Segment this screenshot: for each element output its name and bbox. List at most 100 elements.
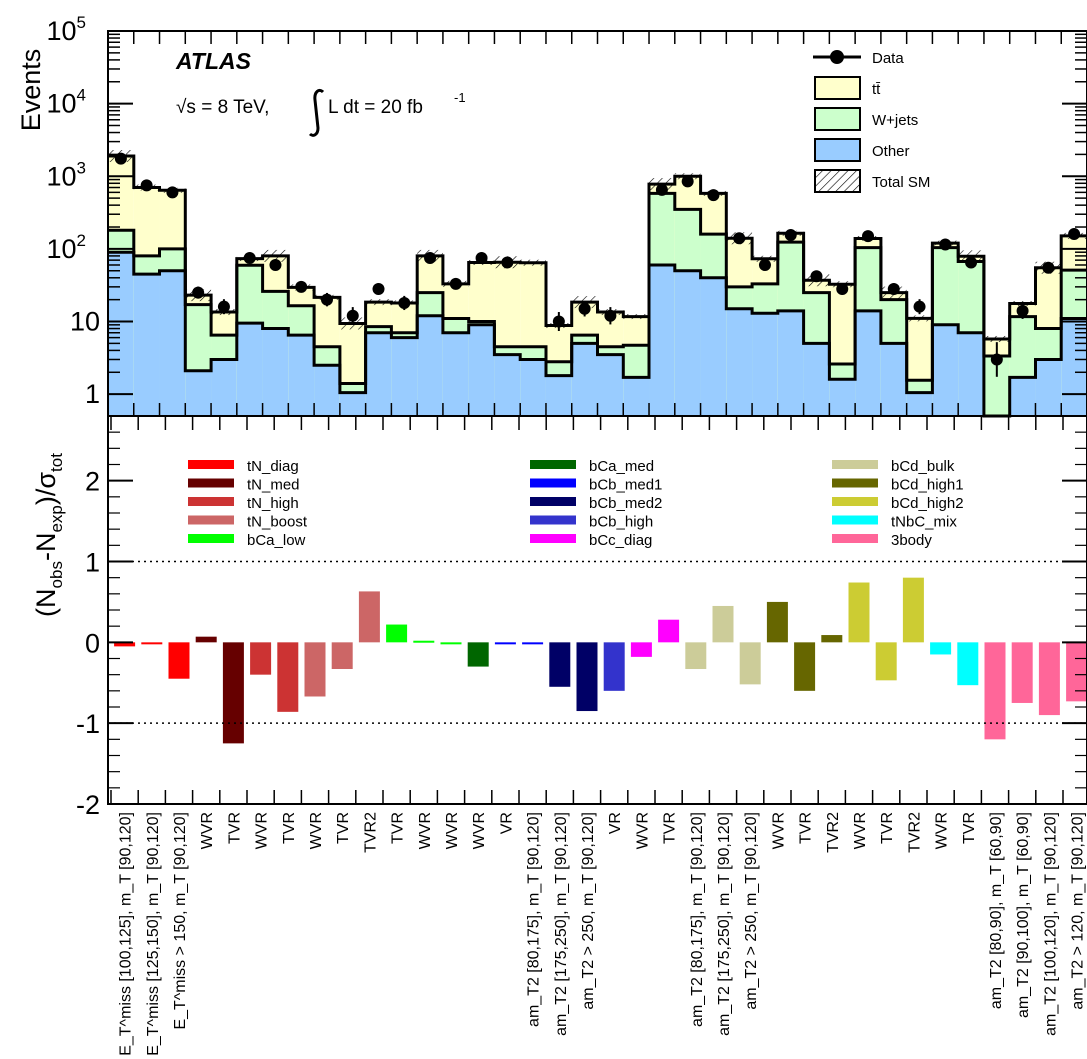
pull-bar [358,591,380,643]
data-point [578,302,591,315]
bin-other [185,370,212,416]
bin-other [1035,359,1062,416]
x-category-label: am_T2 [90,100], m_T [60,90] [1015,812,1032,1018]
energy-label: √s = 8 TeV, [176,97,269,118]
x-category-label: WVR [471,812,488,849]
bin-other [211,359,237,416]
legend-color-swatch [188,515,234,525]
bin-other [932,324,959,416]
pull-bar [685,642,707,670]
pull-bar [331,642,353,670]
x-category-label: TVR2 [362,812,379,853]
bin-other [649,264,675,416]
pull-bar [222,642,244,744]
legend-bottom-label: bCd_high2 [891,495,964,512]
bin-other [288,335,315,416]
legend-color-swatch [832,515,878,525]
bin-other [1009,377,1036,416]
pull-bar [304,642,326,697]
pull-bar [277,642,299,712]
data-point [681,175,694,188]
data-point [784,229,797,242]
upper-y-tick-label: 105 [46,13,86,46]
legend-bottom-label: bCc_diag [589,532,652,549]
bin-other [571,343,598,416]
pull-bar [739,642,761,685]
x-category-label: am_T2 [80,175], m_T [90,120] [526,812,543,1027]
pull-bar [930,642,952,655]
pull-bar [195,636,217,643]
bin-other [829,379,856,416]
bin-other [597,354,624,416]
x-category-label: am_T2 [175,250], m_T [90,120] [553,812,570,1036]
x-category-label: WVR [934,812,951,849]
legend-bottom-label: tN_med [247,477,300,494]
legend-top-label: Data [872,50,904,67]
legend-top-label: Total SM [872,174,930,191]
bin-total-sm-uncertainty [365,299,392,306]
legend-hatch-swatch [814,169,861,193]
bin-other [880,343,907,416]
legend-color-swatch [832,497,878,506]
data-point [166,186,179,199]
legend-top: Data tt̄ W+jets Other Total SM [813,50,930,193]
x-category-label: WVR [199,812,216,849]
bin-total-sm-uncertainty [983,335,1010,342]
bin-other [365,332,392,416]
pull-bar [902,577,924,643]
data-point [501,256,514,269]
legend-bottom-label: tN_high [247,495,299,512]
bin-total-sm-uncertainty [623,314,650,320]
data-point [192,286,205,299]
pull-bar [821,635,843,643]
legend-bottom-label: bCd_bulk [891,458,955,475]
experiment-header: ATLAS √s = 8 TeV, L dt = 20 fb -1 [175,48,466,137]
upper-y-tick-label: 10 [70,307,100,337]
data-point [758,258,771,271]
upper-y-tick-label: 1 [85,379,100,409]
x-category-label: VR [607,812,624,834]
x-category-label: TVR2 [825,812,842,853]
lower-y-tick-label: -1 [76,709,100,739]
wjets-outline [108,191,1087,385]
legend-color-swatch [188,534,234,543]
data-point [140,179,153,192]
pull-bar [576,642,598,712]
lower-y-tick-label: -2 [76,790,100,820]
legend-color-swatch [188,460,234,469]
data-point [217,300,230,313]
data-point [398,296,411,309]
bin-other [803,343,830,416]
data-point [1016,304,1029,317]
data-point [939,238,952,251]
data-point [655,183,668,196]
bin-other [339,392,366,416]
pull-bar [630,642,652,657]
pull-bar [1011,642,1033,703]
bin-total-sm-uncertainty [958,250,984,263]
pull-bar [413,640,435,643]
other-outline [108,250,1087,418]
bin-other [958,332,984,416]
legend-color-swatch [832,460,878,469]
data-point [346,309,359,322]
bin-other [855,310,881,416]
data-point [372,283,385,296]
bin-total-sm-uncertainty [262,249,289,262]
pull-bar [1038,642,1060,716]
legend-color-swatch [530,534,576,543]
lower-y-tick-label: 2 [85,467,100,497]
legend-bottom-label: 3body [891,532,932,549]
x-category-label: TVR2 [906,812,923,853]
pull-bar [658,619,680,643]
bin-other [391,337,418,416]
x-category-label: WVR [254,812,271,849]
upper-y-axis-label: Events [16,49,46,132]
bin-other [545,375,572,416]
legend-swatch [814,138,861,162]
upper-y-tick-label: 104 [46,86,86,119]
pull-bar [168,642,190,679]
